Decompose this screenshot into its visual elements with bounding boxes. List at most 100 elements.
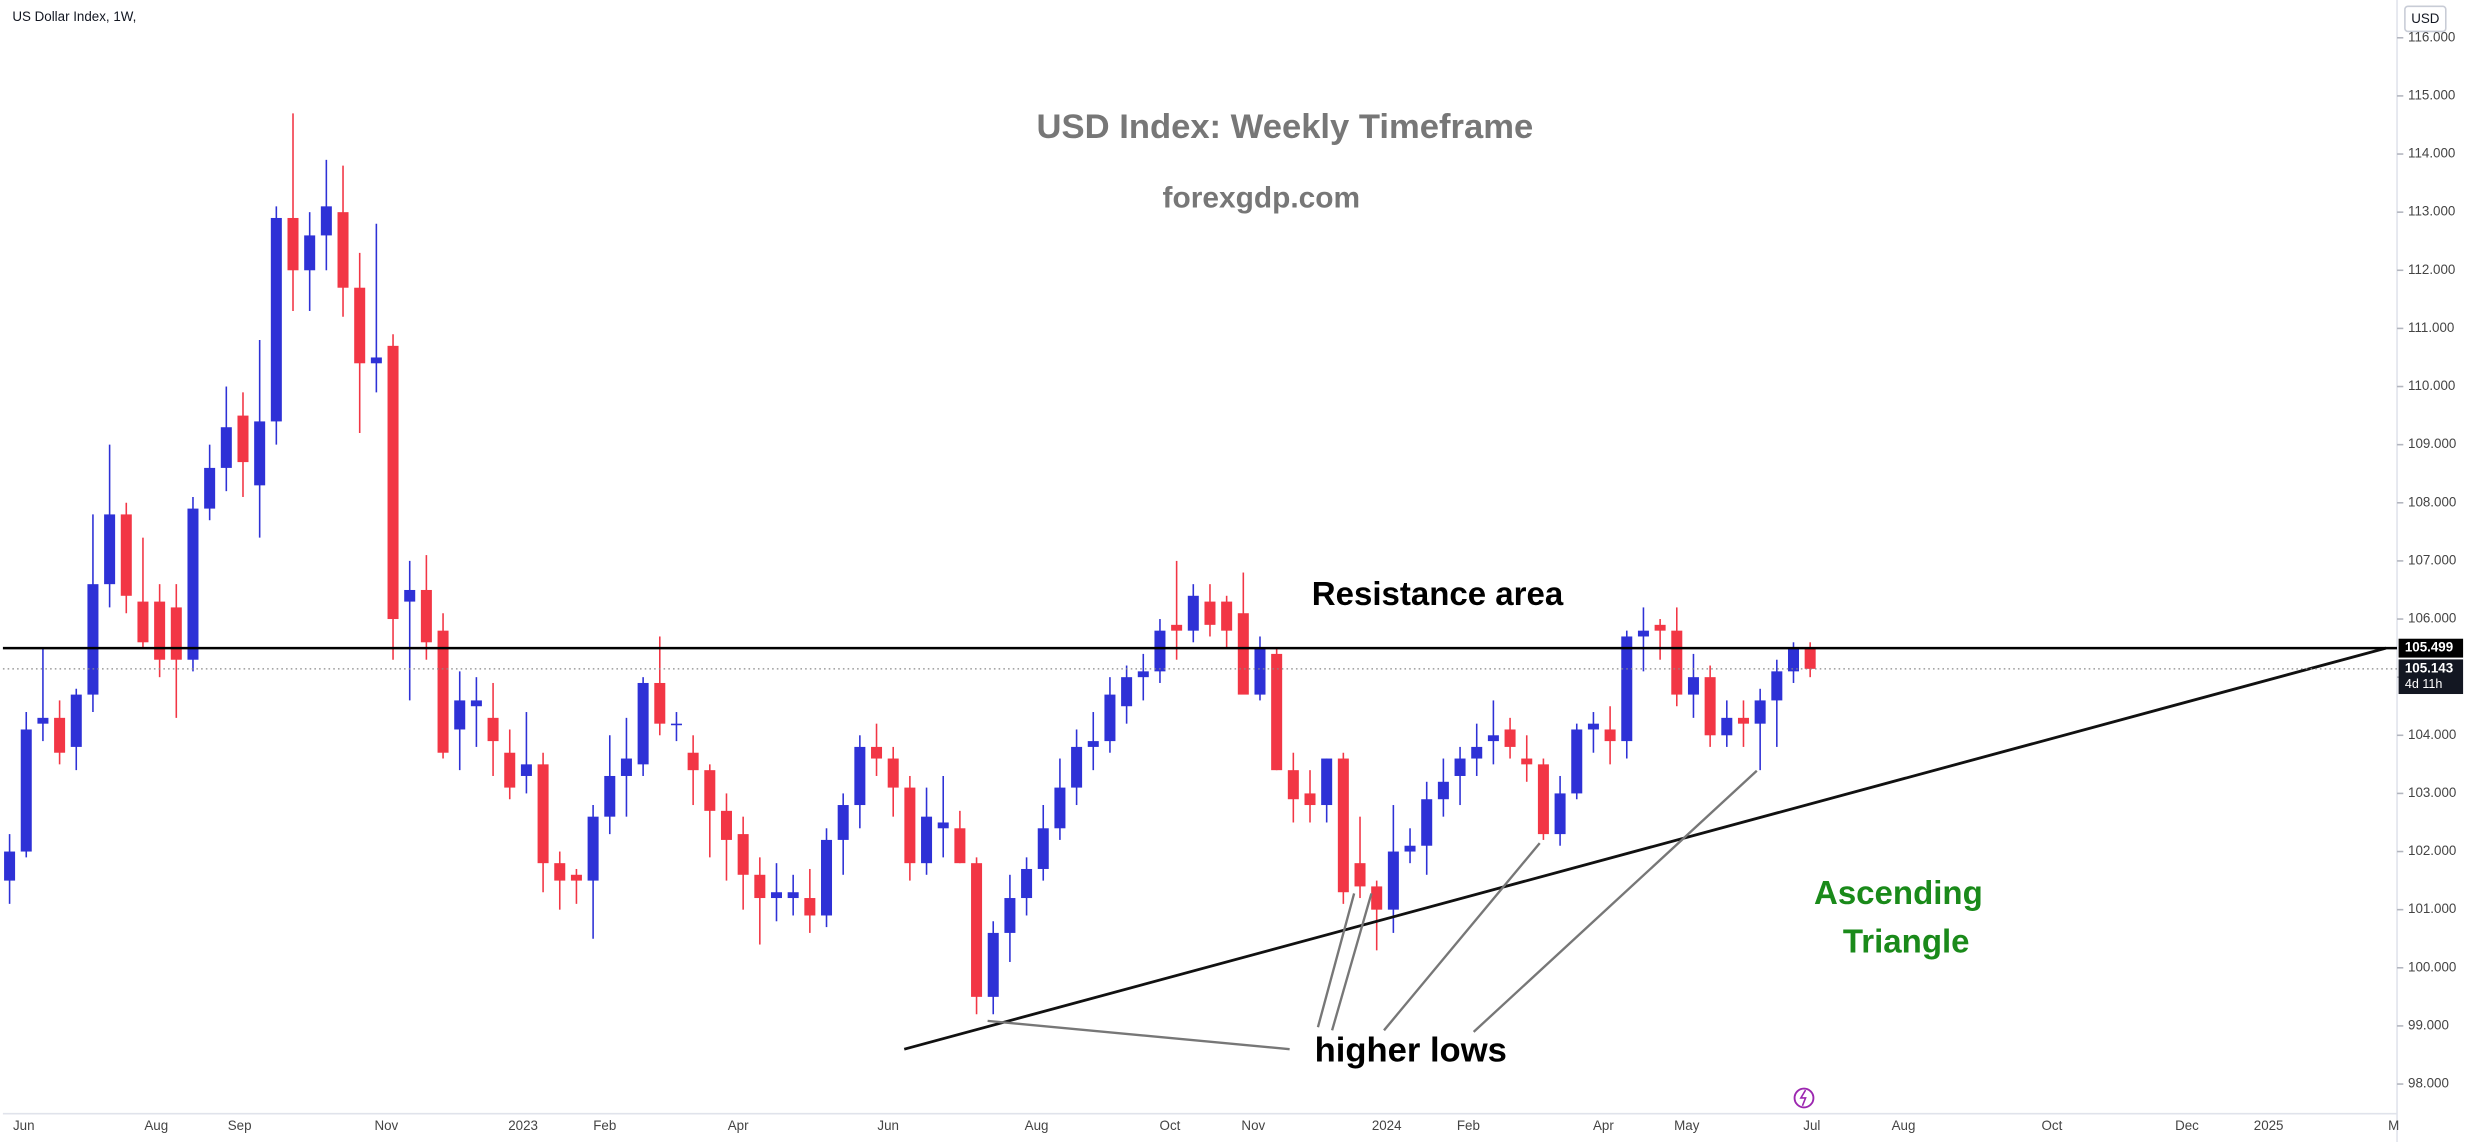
candle-body xyxy=(1471,746,1483,759)
candle-body xyxy=(1554,793,1566,835)
x-tick-label: 2024 xyxy=(1372,1118,1402,1133)
candle-body xyxy=(1187,595,1199,631)
y-tick-label: 101.000 xyxy=(2408,901,2456,916)
candle-body xyxy=(770,892,783,899)
y-tick-label: 111.000 xyxy=(2408,320,2454,335)
candle-body xyxy=(1004,898,1016,933)
x-tick-label: 2025 xyxy=(2254,1118,2284,1133)
price-label: 105.143 xyxy=(2405,660,2453,675)
candle-body xyxy=(1704,677,1716,736)
candle-body xyxy=(170,607,182,660)
pointer-lines xyxy=(987,769,1758,1051)
candle-body xyxy=(404,589,416,602)
x-tick-label: Aug xyxy=(144,1118,168,1133)
candle-body xyxy=(637,682,649,765)
subtitle: forexgdp.com xyxy=(1163,182,1361,215)
x-tick-label: Oct xyxy=(1160,1118,1181,1133)
x-tick-label: M xyxy=(2388,1118,2399,1133)
candle-body xyxy=(537,764,549,864)
candle-body xyxy=(454,700,466,730)
candle-body xyxy=(704,770,716,811)
candle-body xyxy=(437,630,449,753)
candle-body xyxy=(871,746,883,759)
candle-body xyxy=(254,421,266,486)
x-tick-label: Jun xyxy=(877,1118,899,1133)
candle-body xyxy=(604,775,616,817)
pointer xyxy=(1383,842,1541,1032)
candle-body xyxy=(1654,624,1666,631)
x-tick-label: Sep xyxy=(228,1118,252,1133)
candle-body xyxy=(987,932,999,997)
plot xyxy=(4,113,1816,1015)
y-tick-label: 107.000 xyxy=(2408,552,2456,567)
candle-body xyxy=(1687,677,1699,695)
y-tick-label: 104.000 xyxy=(2408,727,2456,742)
candle-body xyxy=(187,508,199,660)
annotation: Triangle xyxy=(1843,923,1970,960)
y-tick-label: 106.000 xyxy=(2408,611,2456,626)
candle-body xyxy=(220,427,232,468)
candle-body xyxy=(687,752,699,771)
candle-body xyxy=(1337,758,1349,893)
y-tick-label: 99.000 xyxy=(2408,1017,2449,1032)
candle-body xyxy=(1204,601,1216,625)
currency: USD xyxy=(2411,11,2440,26)
y-tick-label: 98.000 xyxy=(2408,1076,2449,1091)
x-tick-label: Jun xyxy=(13,1118,35,1133)
candle-body xyxy=(1587,723,1599,730)
candle-body xyxy=(304,235,316,271)
candle-body xyxy=(1671,630,1683,695)
y-tick-label: 100.000 xyxy=(2408,959,2456,974)
candle-body xyxy=(1271,653,1283,771)
candle-body xyxy=(87,584,99,695)
candle-body xyxy=(570,874,582,881)
candle-body xyxy=(487,717,499,742)
candle-body xyxy=(1287,770,1299,800)
event-icon[interactable] xyxy=(1793,1087,1815,1109)
annotation: higher lows xyxy=(1315,1031,1507,1069)
candle-body xyxy=(1104,694,1116,742)
pointer xyxy=(1472,769,1758,1033)
y-tick-label: 115.000 xyxy=(2408,87,2455,102)
x-tick-label: Feb xyxy=(593,1118,616,1133)
candle-body xyxy=(1071,746,1083,788)
candle-body xyxy=(504,752,516,788)
candle-body xyxy=(787,892,799,899)
candle-body xyxy=(670,723,682,726)
annotation: Ascending xyxy=(1814,874,1983,911)
candle-body xyxy=(1371,886,1383,910)
candle-body xyxy=(1521,758,1533,765)
candle-body xyxy=(70,694,82,747)
candle-body xyxy=(354,287,366,364)
candle-body xyxy=(1804,648,1816,669)
x-tick-label: Dec xyxy=(2175,1118,2199,1133)
y-tick-label: 113.000 xyxy=(2408,204,2455,219)
x-tick-label: Oct xyxy=(2042,1118,2063,1133)
y-tick-label: 116.000 xyxy=(2408,29,2455,44)
candle-body xyxy=(921,816,933,864)
x-tick-label: 2023 xyxy=(508,1118,538,1133)
candle-body xyxy=(120,514,132,596)
x-tick-label: Apr xyxy=(728,1118,749,1133)
candle-body xyxy=(204,467,216,509)
chart-title: USD Index: Weekly Timeframe xyxy=(1037,108,1534,146)
annotation: Resistance area xyxy=(1312,575,1564,612)
pointer xyxy=(1316,893,1356,1028)
x-tick-label: Jul xyxy=(1803,1118,1820,1133)
candle-body xyxy=(971,863,983,997)
candle-body xyxy=(104,514,116,585)
pointer xyxy=(987,1019,1290,1051)
candle-body xyxy=(1637,630,1649,637)
candle-body xyxy=(20,729,32,852)
candle-body xyxy=(720,810,732,840)
candle-body xyxy=(1754,700,1766,724)
y-tick-label: 110.000 xyxy=(2408,378,2455,393)
x-tick-label: May xyxy=(1674,1118,1700,1133)
candle-body xyxy=(804,898,816,916)
candle-body xyxy=(387,345,399,620)
candle-body xyxy=(904,787,916,864)
price-label-box xyxy=(2398,638,2464,658)
candle-body xyxy=(154,601,166,660)
